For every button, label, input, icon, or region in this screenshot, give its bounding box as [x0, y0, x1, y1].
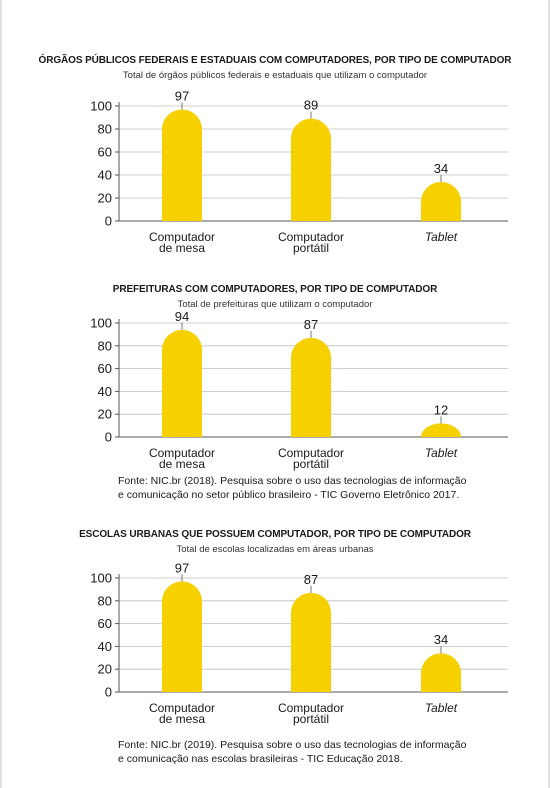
y-tick-label: 0 — [105, 430, 112, 445]
bar — [291, 592, 331, 692]
data-label: 89 — [304, 98, 318, 113]
chart-3-title: ESCOLAS URBANAS QUE POSSUEM COMPUTADOR, … — [79, 529, 471, 540]
y-tick-label: 40 — [98, 639, 112, 654]
x-tick-label: Computador — [149, 701, 215, 715]
chart-2-source-line-1: Fonte: NIC.br (2018). Pesquisa sobre o u… — [118, 475, 467, 487]
x-tick-label: Computador — [149, 230, 215, 244]
chart-2-title: PREFEITURAS COM COMPUTADORES, POR TIPO D… — [112, 284, 438, 295]
chart-1-title: ÓRGÃOS PÚBLICOS FEDERAIS E ESTADUAIS COM… — [38, 55, 512, 66]
x-tick-label: Tablet — [425, 230, 458, 244]
chart-1-subtitle: Total de órgãos públicos federais e esta… — [122, 70, 428, 81]
x-tick-label: de mesa — [159, 457, 205, 471]
bar — [162, 329, 202, 437]
chart-3-source-line-1: Fonte: NIC.br (2019). Pesquisa sobre o u… — [118, 739, 467, 751]
page-edge-left — [0, 0, 2, 788]
x-tick-label: Computador — [149, 446, 215, 460]
y-tick-label: 20 — [98, 662, 112, 677]
bar — [291, 337, 331, 437]
x-tick-label: de mesa — [159, 241, 205, 255]
y-tick-label: 100 — [90, 571, 112, 586]
x-tick-label: Tablet — [425, 446, 458, 460]
chart-3-subtitle: Total de escolas localizadas em áreas ur… — [176, 544, 374, 555]
y-tick-label: 60 — [98, 361, 112, 376]
chart-2-subtitle: Total de prefeituras que utilizam o comp… — [177, 299, 373, 310]
bar — [162, 581, 202, 692]
y-tick-label: 100 — [90, 99, 112, 114]
bar — [291, 118, 331, 221]
chart-2-source-line-2: e comunicação no setor público brasileir… — [118, 489, 460, 501]
data-label: 97 — [175, 88, 189, 103]
bar — [421, 423, 461, 437]
bar — [421, 181, 461, 221]
x-tick-label: Computador — [278, 230, 344, 244]
data-label: 87 — [304, 572, 318, 587]
y-tick-label: 0 — [105, 685, 112, 700]
chart-3-source: Fonte: NIC.br (2019). Pesquisa sobre o u… — [118, 738, 538, 766]
x-tick-label: Computador — [278, 446, 344, 460]
data-label: 87 — [304, 317, 318, 332]
data-label: 12 — [434, 402, 448, 417]
x-tick-label: portátil — [293, 457, 329, 471]
y-tick-label: 80 — [98, 593, 112, 608]
y-tick-label: 100 — [90, 316, 112, 331]
bar — [421, 653, 461, 692]
y-tick-label: 40 — [98, 168, 112, 183]
x-tick-label: Computador — [278, 701, 344, 715]
y-tick-label: 80 — [98, 122, 112, 137]
page-edge-right — [548, 0, 550, 788]
data-label: 34 — [434, 161, 448, 176]
y-tick-label: 20 — [98, 407, 112, 422]
chart-2-source: Fonte: NIC.br (2018). Pesquisa sobre o u… — [118, 474, 538, 502]
x-tick-label: de mesa — [159, 712, 205, 726]
y-tick-label: 80 — [98, 338, 112, 353]
data-label: 97 — [175, 560, 189, 575]
y-tick-label: 20 — [98, 191, 112, 206]
y-tick-label: 40 — [98, 384, 112, 399]
bar — [162, 109, 202, 221]
y-tick-label: 60 — [98, 145, 112, 160]
data-label: 94 — [175, 309, 189, 324]
x-tick-label: Tablet — [425, 701, 458, 715]
x-tick-label: portátil — [293, 712, 329, 726]
chart-3-source-line-2: e comunicação nas escolas brasileiras - … — [118, 753, 403, 765]
y-tick-label: 60 — [98, 616, 112, 631]
data-label: 34 — [434, 632, 448, 647]
y-tick-label: 0 — [105, 214, 112, 229]
x-tick-label: portátil — [293, 241, 329, 255]
